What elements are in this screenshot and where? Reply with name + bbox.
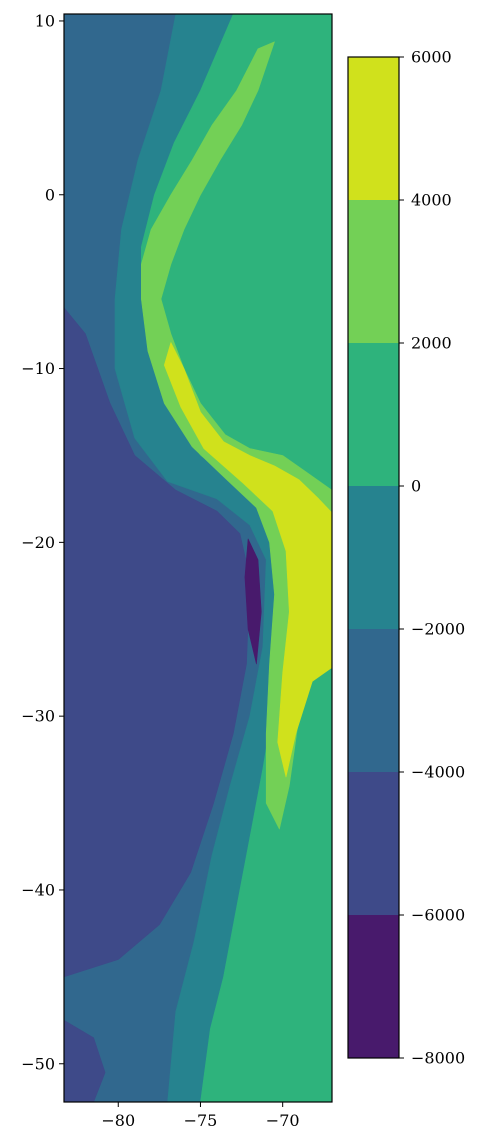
colorbar-tick-label: 2000: [411, 334, 452, 353]
colorbar-band: [348, 629, 399, 772]
x-axis: −80 −75 −70: [101, 1102, 300, 1130]
y-tick-label: −20: [21, 533, 55, 552]
contour-regions: [64, 14, 332, 1102]
colorbar-band: [348, 915, 399, 1058]
y-tick-label: 10: [35, 11, 55, 30]
colorbar-tick-label: −6000: [411, 906, 465, 925]
colorbar-band: [348, 57, 399, 200]
y-tick-label: −30: [21, 707, 55, 726]
colorbar-band: [348, 772, 399, 915]
plot-frame: [63, 13, 333, 1103]
colorbar-tick-label: −2000: [411, 620, 465, 639]
colorbar-tick-label: −4000: [411, 763, 465, 782]
colorbar-band: [348, 343, 399, 486]
x-tick-label: −70: [266, 1111, 300, 1130]
contour-region-6: [244, 538, 262, 665]
colorbar-tick-label: 6000: [411, 48, 452, 67]
y-tick-label: −50: [21, 1054, 55, 1073]
contour-region-5: [64, 1019, 106, 1102]
y-axis: 10 0 −10 −20 −30 −40 −50: [21, 11, 64, 1073]
colorbar-band: [348, 200, 399, 343]
colorbar-tick-label: 0: [411, 477, 421, 496]
y-tick-label: −40: [21, 880, 55, 899]
colorbar: 6000 4000 2000 0 −2000 −4000 −6000 −8000: [347, 48, 465, 1068]
contour-region-8: [164, 342, 332, 778]
colorbar-tick-label: 4000: [411, 191, 452, 210]
colorbar-band: [348, 486, 399, 629]
colorbar-tick-label: −8000: [411, 1049, 465, 1068]
x-tick-label: −80: [101, 1111, 135, 1130]
colorbar-frame: [347, 56, 400, 1059]
contour-region-7: [141, 41, 332, 830]
y-tick-label: −10: [21, 359, 55, 378]
x-tick-label: −75: [184, 1111, 218, 1130]
y-tick-label: 0: [45, 185, 55, 204]
